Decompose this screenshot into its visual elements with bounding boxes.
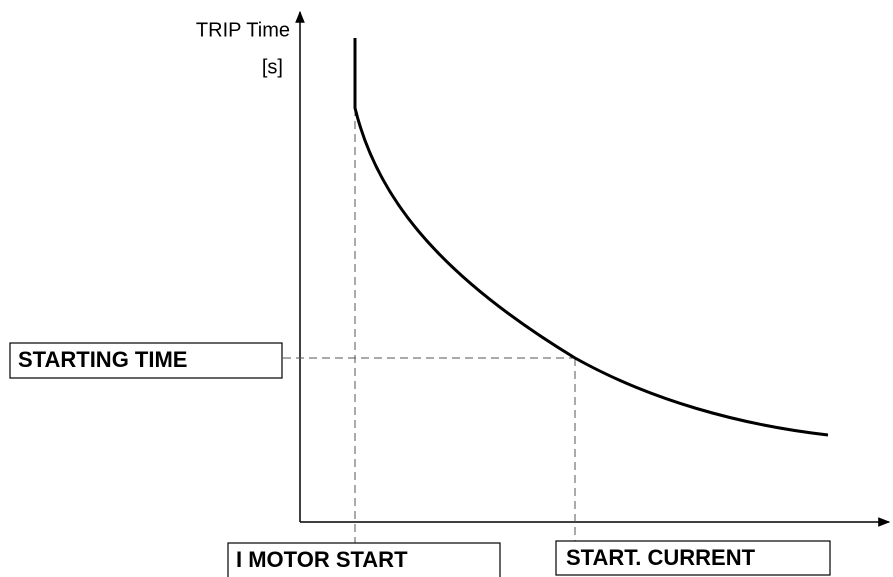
trip-curve xyxy=(353,38,829,437)
start-current-box xyxy=(555,540,831,576)
starting-time-label: STARTING TIME xyxy=(18,347,187,372)
starting-time-box xyxy=(9,342,283,379)
motor-start-label: I MOTOR START xyxy=(236,547,408,572)
y-axis-unit: [s] xyxy=(262,56,283,78)
motor-start-box xyxy=(227,542,501,577)
start-current-label: START. CURRENT xyxy=(566,545,756,570)
y-axis-label: TRIP Time xyxy=(196,19,290,41)
